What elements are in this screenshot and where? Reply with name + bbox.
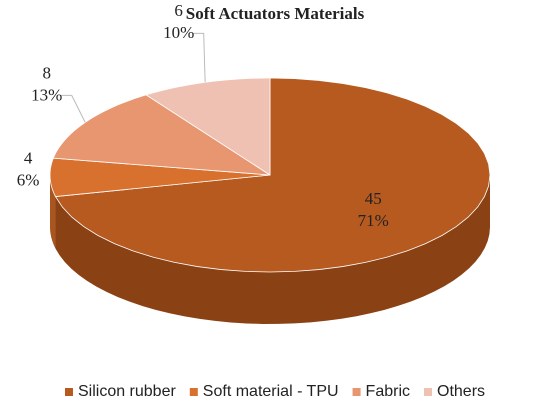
data-label: 4 [24, 149, 33, 168]
percent-label: 13% [31, 85, 62, 104]
slice-side [50, 175, 56, 249]
chart-title: Soft Actuators Materials [186, 4, 365, 23]
percent-label: 6% [17, 171, 40, 190]
legend: Silicon rubber Soft material - TPU Fabric O… [64, 383, 485, 400]
legend-swatch [352, 388, 361, 396]
legend-swatch [424, 388, 433, 396]
slice [49, 157, 271, 198]
slice-side [55, 175, 491, 324]
slice [54, 77, 491, 273]
leader-line [192, 32, 206, 83]
legend-label: Silicon rubber [78, 383, 177, 400]
data-label: 45 [365, 189, 382, 208]
data-label: 8 [42, 63, 51, 82]
legend-swatch [64, 388, 73, 396]
legend-swatch [189, 388, 198, 396]
legend-label: Soft material - TPU [203, 383, 339, 400]
legend-label: Others [437, 383, 485, 400]
leader-line [60, 94, 86, 123]
percent-label: 10% [163, 23, 194, 42]
data-label: 6 [174, 1, 183, 20]
slice [145, 77, 271, 176]
legend-label: Fabric [366, 383, 410, 400]
percent-label: 71% [358, 211, 389, 230]
